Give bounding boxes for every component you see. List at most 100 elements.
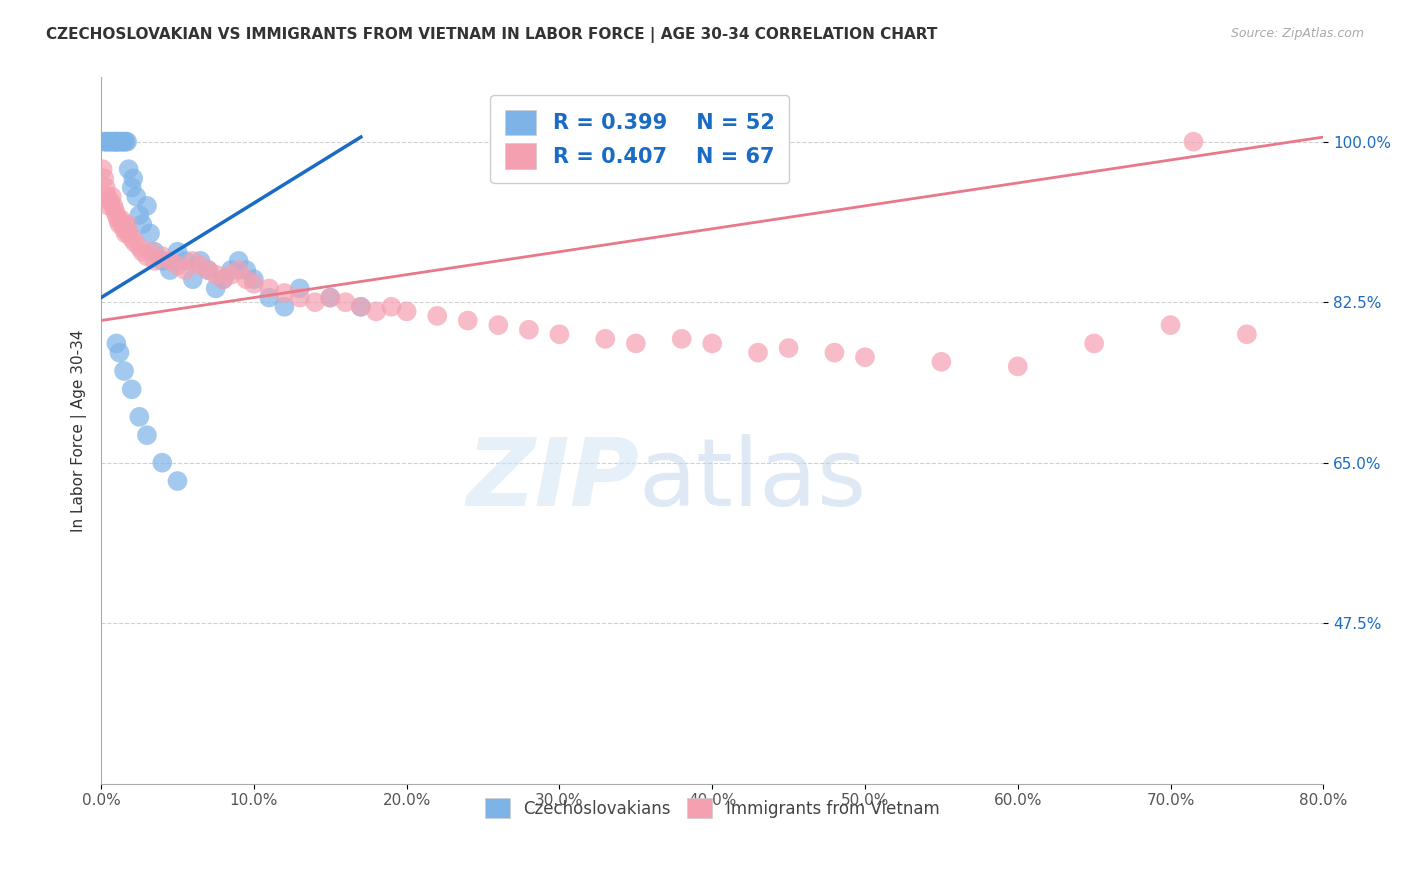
Point — [219, 268, 242, 282]
Point — [112, 221, 135, 235]
Point — [190, 253, 212, 268]
Point — [121, 382, 143, 396]
Y-axis label: In Labor Force | Age 30-34: In Labor Force | Age 30-34 — [72, 329, 87, 532]
Point — [395, 304, 418, 318]
Point — [150, 249, 173, 263]
Point — [228, 253, 250, 268]
Point — [136, 199, 159, 213]
Point — [105, 135, 128, 149]
Point — [197, 263, 219, 277]
Point — [112, 135, 135, 149]
Point — [150, 456, 173, 470]
Point — [136, 249, 159, 263]
Point — [671, 332, 693, 346]
Point — [159, 263, 181, 277]
Point — [115, 217, 138, 231]
Point — [426, 309, 449, 323]
Point — [181, 272, 204, 286]
Point — [366, 304, 388, 318]
Point — [105, 135, 128, 149]
Point — [319, 291, 342, 305]
Point — [131, 244, 153, 259]
Point — [96, 135, 118, 149]
Point — [1236, 327, 1258, 342]
Point — [108, 345, 131, 359]
Point — [548, 327, 571, 342]
Point — [103, 135, 125, 149]
Point — [101, 135, 124, 149]
Point — [128, 208, 150, 222]
Point — [1083, 336, 1105, 351]
Point — [104, 135, 127, 149]
Point — [517, 323, 540, 337]
Point — [117, 227, 139, 241]
Point — [159, 253, 181, 268]
Point — [204, 281, 226, 295]
Point — [243, 272, 266, 286]
Point — [319, 291, 342, 305]
Point — [1007, 359, 1029, 374]
Point — [853, 350, 876, 364]
Text: ZIP: ZIP — [465, 434, 638, 526]
Text: atlas: atlas — [638, 434, 868, 526]
Point — [97, 135, 120, 149]
Point — [204, 268, 226, 282]
Point — [112, 364, 135, 378]
Point — [212, 272, 235, 286]
Point — [212, 272, 235, 286]
Point — [91, 162, 114, 177]
Point — [823, 345, 845, 359]
Point — [108, 135, 131, 149]
Point — [124, 235, 146, 250]
Point — [335, 295, 357, 310]
Point — [228, 263, 250, 277]
Point — [702, 336, 724, 351]
Point — [747, 345, 769, 359]
Point — [624, 336, 647, 351]
Point — [166, 474, 188, 488]
Point — [197, 263, 219, 277]
Point — [457, 313, 479, 327]
Text: CZECHOSLOVAKIAN VS IMMIGRANTS FROM VIETNAM IN LABOR FORCE | AGE 30-34 CORRELATIO: CZECHOSLOVAKIAN VS IMMIGRANTS FROM VIETN… — [46, 27, 938, 43]
Point — [257, 291, 280, 305]
Point — [94, 180, 117, 194]
Point — [107, 212, 129, 227]
Point — [105, 336, 128, 351]
Point — [97, 199, 120, 213]
Point — [235, 272, 257, 286]
Point — [121, 231, 143, 245]
Point — [219, 263, 242, 277]
Point — [593, 332, 616, 346]
Point — [105, 208, 128, 222]
Point — [125, 189, 148, 203]
Point — [143, 244, 166, 259]
Point — [94, 135, 117, 149]
Point — [141, 244, 163, 259]
Point — [114, 227, 136, 241]
Point — [778, 341, 800, 355]
Point — [143, 253, 166, 268]
Point — [98, 194, 121, 209]
Point — [122, 171, 145, 186]
Point — [110, 212, 132, 227]
Point — [181, 253, 204, 268]
Point — [486, 318, 509, 332]
Point — [108, 217, 131, 231]
Point — [273, 300, 295, 314]
Point — [111, 217, 134, 231]
Point — [350, 300, 373, 314]
Point — [257, 281, 280, 295]
Point — [114, 135, 136, 149]
Point — [98, 135, 121, 149]
Point — [104, 203, 127, 218]
Point — [174, 263, 197, 277]
Point — [273, 285, 295, 300]
Point — [166, 259, 188, 273]
Point — [110, 135, 132, 149]
Point — [304, 295, 326, 310]
Point — [190, 259, 212, 273]
Point — [121, 180, 143, 194]
Point — [150, 253, 173, 268]
Point — [128, 240, 150, 254]
Point — [174, 253, 197, 268]
